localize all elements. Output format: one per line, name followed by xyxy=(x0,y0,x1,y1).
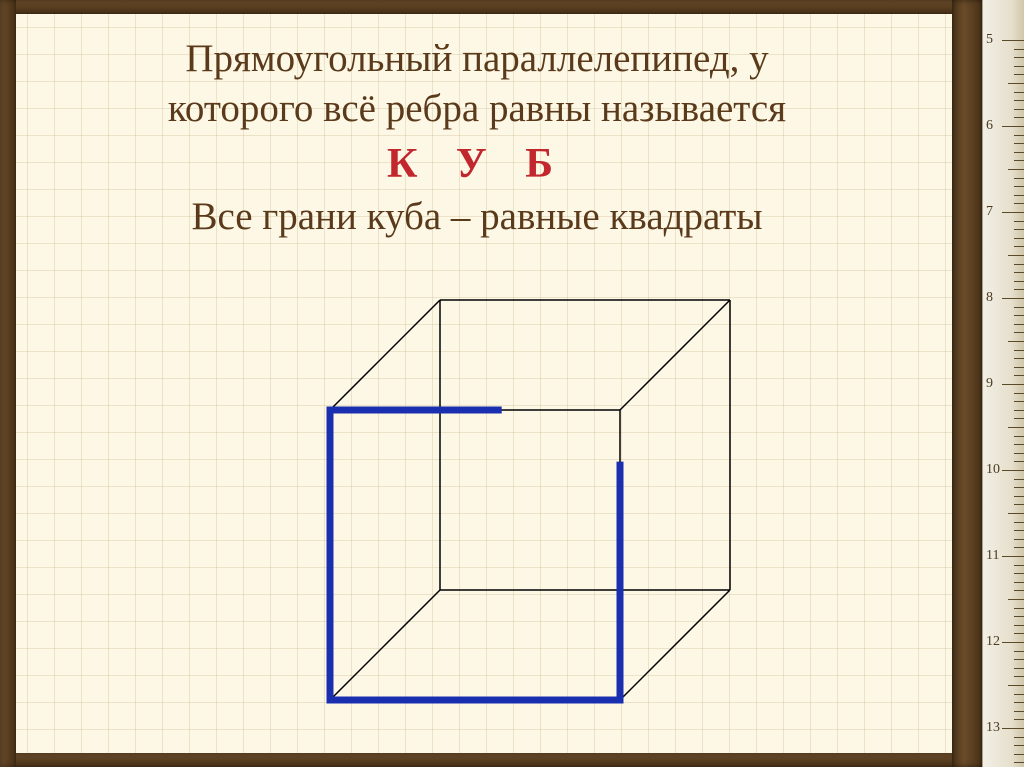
cube-diagram xyxy=(260,280,740,730)
frame-left xyxy=(0,0,16,767)
heading-line-2: которого всё ребра равны называется xyxy=(40,84,914,134)
ruler-number: 7 xyxy=(986,204,993,220)
frame-bottom xyxy=(0,753,1024,767)
heading-answer: К У Б xyxy=(40,138,914,192)
ruler-number: 12 xyxy=(986,634,1000,650)
ruler-number: 6 xyxy=(986,118,993,134)
frame-right-wood xyxy=(952,0,982,767)
ruler-number: 8 xyxy=(986,290,993,306)
heading-line-3: Все грани куба – равные квадраты xyxy=(40,192,914,242)
ruler-number: 5 xyxy=(986,32,993,48)
ruler-number: 10 xyxy=(986,462,1000,478)
frame-top xyxy=(0,0,1024,14)
ruler-number: 9 xyxy=(986,376,993,392)
ruler-number: 11 xyxy=(986,548,999,564)
heading-line-1: Прямоугольный параллелепипед, у xyxy=(40,34,914,84)
slide-heading: Прямоугольный параллелепипед, у которого… xyxy=(40,34,914,241)
ruler-icon: 5 6 7 8 9 10 11 12 13 xyxy=(982,0,1024,767)
frame-right: 5 6 7 8 9 10 11 12 13 xyxy=(952,0,1024,767)
ruler-number: 13 xyxy=(986,720,1000,736)
